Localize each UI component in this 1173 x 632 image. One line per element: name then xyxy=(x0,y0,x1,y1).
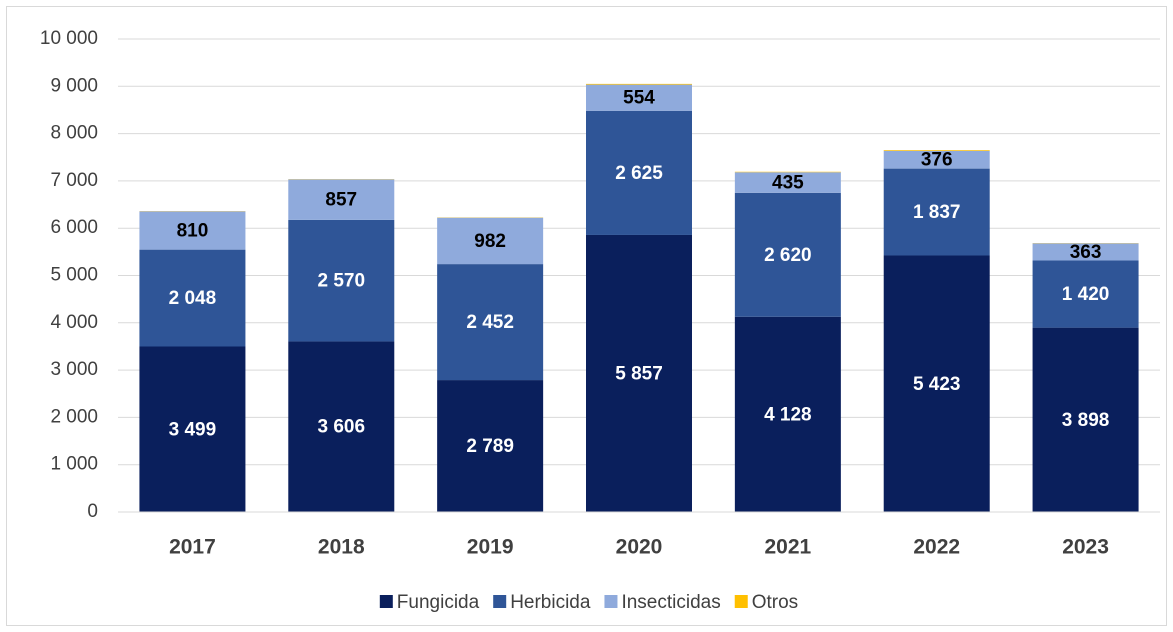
data-label: 5 423 xyxy=(913,374,961,395)
y-tick-label: 7 000 xyxy=(50,170,98,191)
data-label: 2 452 xyxy=(466,312,514,333)
bar-segment xyxy=(1032,260,1139,328)
y-tick-label: 1 000 xyxy=(50,454,98,475)
data-label: 2 570 xyxy=(318,271,366,292)
bar-segment xyxy=(139,249,246,347)
bar-segment xyxy=(586,84,692,111)
bar-segment xyxy=(734,192,841,317)
legend-swatch xyxy=(604,595,618,608)
bar-segment xyxy=(883,168,990,256)
bar-segment xyxy=(883,150,990,151)
y-tick-label: 5 000 xyxy=(50,265,98,286)
y-tick-label: 10 000 xyxy=(40,28,98,49)
bar-segment xyxy=(288,179,395,220)
data-label: 5 857 xyxy=(615,363,663,384)
x-tick-label: 2023 xyxy=(1062,536,1109,559)
y-tick-label: 3 000 xyxy=(50,359,98,380)
data-label: 982 xyxy=(474,231,506,252)
y-tick-label: 6 000 xyxy=(50,217,98,238)
data-label: 1 420 xyxy=(1062,284,1110,305)
legend-label: Insecticidas xyxy=(621,592,720,613)
x-tick-label: 2019 xyxy=(467,536,514,559)
data-label: 3 499 xyxy=(169,419,217,440)
data-label: 2 625 xyxy=(615,163,663,184)
data-label: 554 xyxy=(623,88,655,109)
data-label: 810 xyxy=(177,220,209,241)
data-label: 376 xyxy=(921,150,953,171)
bar-segment xyxy=(734,316,841,512)
data-label: 2 789 xyxy=(466,436,514,457)
data-label: 435 xyxy=(772,173,804,194)
bar-segment xyxy=(437,380,544,512)
y-tick-label: 4 000 xyxy=(50,312,98,333)
bar-segment xyxy=(437,217,544,265)
data-label: 363 xyxy=(1070,242,1102,263)
bar-segment xyxy=(288,219,395,342)
data-label: 857 xyxy=(325,190,357,211)
data-label: 4 128 xyxy=(764,404,812,425)
legend-swatch xyxy=(493,595,507,608)
x-tick-label: 2020 xyxy=(616,536,663,559)
x-tick-label: 2021 xyxy=(764,536,811,559)
y-tick-label: 0 xyxy=(87,501,98,522)
bar-segment xyxy=(586,110,692,235)
bar-segment xyxy=(586,234,692,512)
bar-segment xyxy=(1032,243,1139,261)
data-label: 3 898 xyxy=(1062,410,1110,431)
data-label: 2 620 xyxy=(764,245,812,266)
legend-label: Fungicida xyxy=(397,592,480,613)
y-tick-label: 2 000 xyxy=(50,406,98,427)
legend-swatch xyxy=(379,595,393,608)
x-tick-label: 2022 xyxy=(913,536,960,559)
x-tick-label: 2018 xyxy=(318,536,365,559)
bar-segment xyxy=(437,264,544,381)
bar-segment xyxy=(1032,327,1139,512)
data-label: 3 606 xyxy=(318,417,366,438)
bar-segment xyxy=(288,341,395,512)
legend-swatch xyxy=(734,595,748,608)
data-label: 1 837 xyxy=(913,202,961,223)
bar-segment xyxy=(734,172,841,193)
x-tick-label: 2017 xyxy=(169,536,216,559)
bar-segment xyxy=(883,150,990,169)
legend-label: Herbicida xyxy=(510,592,591,613)
data-label: 2 048 xyxy=(169,288,217,309)
bar-segment xyxy=(139,346,246,512)
y-tick-label: 8 000 xyxy=(50,123,98,144)
bar-segment xyxy=(586,83,692,85)
y-tick-label: 9 000 xyxy=(50,75,98,96)
bar-segment xyxy=(139,211,246,250)
legend-label: Otros xyxy=(752,592,798,613)
bar-segment xyxy=(883,255,990,512)
